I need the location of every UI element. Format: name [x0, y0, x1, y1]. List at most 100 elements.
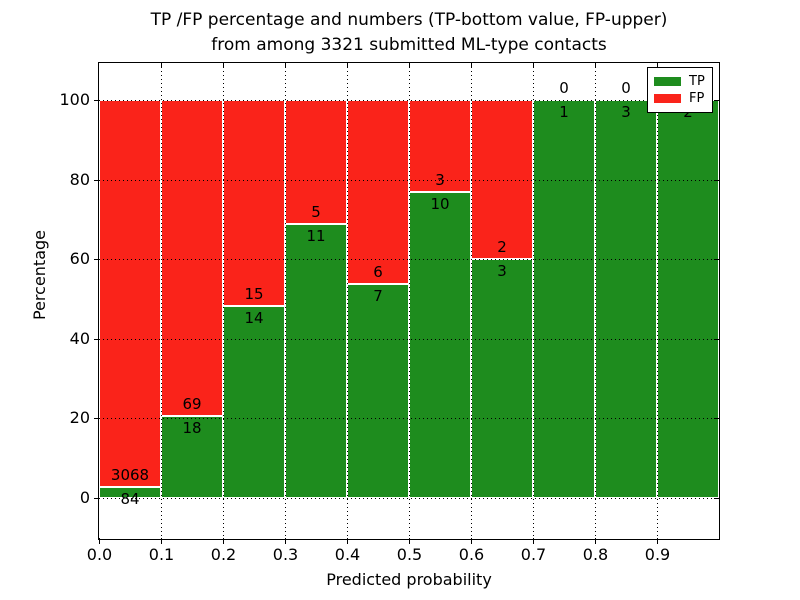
x-axis-tick-top: [595, 63, 596, 68]
fp-count-label: 69: [182, 394, 202, 413]
y-axis-tick: [94, 179, 99, 181]
bar-tp-segment: [285, 224, 347, 498]
x-axis-tick: [533, 538, 534, 544]
chart-title: TP /FP percentage and numbers (TP-bottom…: [98, 8, 720, 58]
gridline-horizontal: [99, 179, 719, 181]
legend-item-fp: FP: [654, 90, 706, 107]
x-tick-label: 0.3: [272, 545, 299, 564]
x-axis-tick: [657, 538, 658, 544]
legend-swatch-fp-icon: [654, 94, 681, 103]
gridline-horizontal: [99, 498, 719, 499]
bar-tp-segment: [409, 191, 471, 498]
bar-tp-segment: [347, 283, 409, 498]
gridline-vertical: [285, 63, 286, 539]
y-axis-tick-right: [714, 259, 719, 261]
x-axis-tick-top: [347, 63, 348, 68]
y-axis-tick: [94, 418, 99, 420]
y-axis-tick-right: [714, 498, 719, 499]
bar-tp-segment: [161, 415, 223, 498]
y-axis-tick: [94, 259, 99, 261]
tp-count-label: 3: [497, 262, 507, 281]
legend-swatch-tp-icon: [654, 77, 681, 86]
fp-count-label: 3068: [110, 466, 150, 485]
bar-tp-segment: [471, 259, 533, 498]
gridline-vertical: [347, 63, 348, 539]
gridline-horizontal: [99, 100, 719, 101]
chart-title-line1: TP /FP percentage and numbers (TP-bottom…: [150, 10, 668, 30]
x-axis-tick-top: [223, 63, 224, 68]
x-tick-label: 0.0: [86, 545, 113, 564]
gridline-vertical: [409, 63, 410, 539]
x-tick-label: 0.4: [334, 545, 361, 564]
tp-count-label: 84: [120, 490, 140, 509]
chart-title-line2: from among 3321 submitted ML-type contac…: [211, 35, 607, 55]
fp-count-label: 0: [559, 79, 569, 97]
bar-tp-segment: [99, 487, 161, 498]
gridline-vertical: [657, 63, 658, 539]
y-tick-label: 40: [69, 328, 90, 348]
fp-count-label: 0: [621, 79, 631, 97]
legend: TP FP: [647, 67, 713, 113]
y-axis-tick: [94, 338, 99, 340]
y-tick-label: 20: [69, 408, 90, 428]
y-axis-tick-right: [714, 338, 719, 340]
y-tick-label: 80: [69, 169, 90, 189]
x-tick-label: 0.2: [210, 545, 237, 564]
gridline-vertical: [533, 63, 534, 539]
tp-count-label: 11: [306, 227, 326, 246]
gridline-horizontal: [99, 418, 719, 420]
gridline-vertical: [471, 63, 472, 539]
gridline-vertical: [161, 63, 162, 539]
y-axis-tick-right: [714, 179, 719, 181]
fp-count-label: 2: [497, 238, 507, 257]
tp-count-label: 1: [559, 103, 569, 121]
x-tick-label: 0.9: [644, 545, 671, 564]
y-axis-tick-right: [714, 418, 719, 420]
bar-fp-segment: [347, 100, 409, 284]
bar-fp-segment: [223, 100, 285, 306]
x-axis-tick-top: [533, 63, 534, 68]
x-axis-tick: [409, 538, 410, 544]
tp-count-label: 7: [373, 286, 383, 305]
fp-count-label: 15: [244, 284, 264, 303]
x-axis-tick-top: [285, 63, 286, 68]
gridline-horizontal: [99, 338, 719, 340]
fp-count-label: 6: [373, 262, 383, 281]
legend-label-fp: FP: [689, 91, 705, 106]
x-tick-label: 0.7: [520, 545, 547, 564]
y-tick-label: 60: [69, 249, 90, 269]
tp-count-label: 3: [621, 103, 631, 121]
bar-tp-segment: [223, 305, 285, 498]
x-tick-label: 0.1: [148, 545, 175, 564]
x-axis-tick: [595, 538, 596, 544]
x-axis-label: Predicted probability: [326, 570, 492, 589]
legend-label-tp: TP: [689, 74, 705, 89]
tp-count-label: 14: [244, 308, 264, 327]
x-axis-tick-top: [471, 63, 472, 68]
x-axis-tick-top: [657, 63, 658, 68]
legend-item-tp: TP: [654, 73, 706, 90]
gridline-vertical: [223, 63, 224, 539]
gridline-vertical: [595, 63, 596, 539]
tp-count-label: 10: [430, 194, 450, 213]
tp-count-label: 18: [182, 418, 202, 437]
fp-count-label: 3: [435, 170, 445, 189]
bar-fp-segment: [161, 100, 223, 416]
bar-tp-segment: [595, 100, 657, 498]
bar-fp-segment: [99, 100, 161, 488]
y-axis-tick-right: [714, 100, 719, 101]
x-tick-label: 0.5: [396, 545, 423, 564]
x-axis-tick: [285, 538, 286, 544]
bar-tp-segment: [533, 100, 595, 498]
x-axis-tick: [161, 538, 162, 544]
x-axis-tick: [347, 538, 348, 544]
bar-tp-segment: [657, 100, 719, 498]
x-tick-label: 0.8: [582, 545, 609, 564]
gridline-horizontal: [99, 259, 719, 261]
x-axis-tick: [223, 538, 224, 544]
y-tick-label: 0: [79, 488, 90, 507]
y-tick-label: 100: [59, 90, 90, 109]
y-axis-tick: [94, 498, 99, 499]
y-axis-label: Percentage: [30, 229, 49, 320]
x-axis-tick: [99, 538, 100, 544]
